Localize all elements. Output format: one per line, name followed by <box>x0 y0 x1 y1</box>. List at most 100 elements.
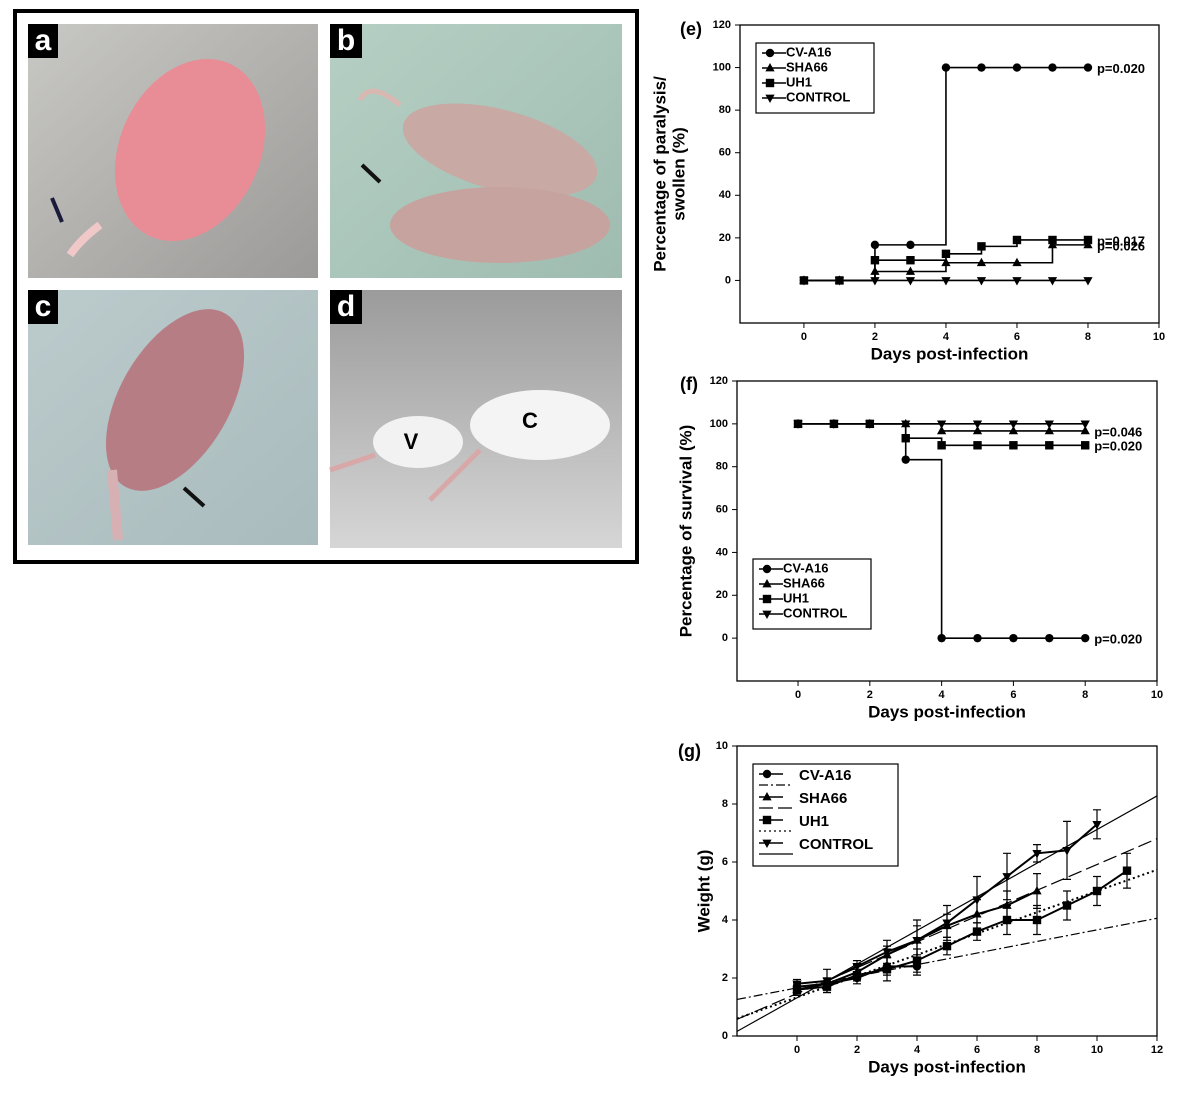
marker <box>799 277 809 286</box>
marker <box>936 425 947 435</box>
p-value-label: p=0.020 <box>1094 439 1142 454</box>
photo-b: b <box>330 24 622 278</box>
plot-frame <box>739 24 1160 324</box>
legend-label: SHA66 <box>783 575 825 590</box>
x-tick-label: 6 <box>1014 331 1020 343</box>
x-tick-label: 2 <box>872 331 878 343</box>
marker <box>1083 277 1093 286</box>
step-line <box>803 239 1088 282</box>
marker <box>905 277 916 286</box>
chart: (g) 0 2 4 6 8 10 12 0 2 4 6 8 10 Days post-infection We… <box>678 740 1163 1077</box>
y-axis-label: Percentage of survival (%) <box>676 425 695 638</box>
legend-label: UH1 <box>786 74 812 89</box>
plot-frame <box>736 380 1158 682</box>
legend-marker <box>762 791 772 801</box>
legend-marker <box>762 610 772 620</box>
panel-label: (f) <box>680 374 698 394</box>
marker <box>972 927 982 936</box>
y-tick-label: 120 <box>713 19 731 31</box>
y-tick-label: 80 <box>719 104 731 116</box>
p-value-label: p=0.026 <box>1097 238 1145 253</box>
marker <box>936 420 947 429</box>
legend-label: UH1 <box>799 813 829 830</box>
data-line <box>796 869 1128 991</box>
x-tick-label: 0 <box>794 1044 800 1056</box>
marker <box>1122 866 1132 875</box>
y-tick-label: 0 <box>722 1030 728 1042</box>
marker <box>977 63 986 72</box>
marker <box>1012 257 1022 267</box>
marker <box>906 256 915 265</box>
x-tick-label: 10 <box>1153 331 1165 343</box>
marker <box>941 249 951 259</box>
legend-marker <box>765 94 775 104</box>
marker <box>1045 633 1054 643</box>
marker <box>792 980 802 989</box>
panel-label: c <box>35 290 52 323</box>
marker <box>1002 873 1012 882</box>
legend-marker <box>762 578 772 588</box>
y-tick-label: 8 <box>722 798 728 810</box>
y-tick-label: 100 <box>713 61 731 73</box>
marker <box>972 420 983 429</box>
x-axis-label: Days post-infection <box>871 344 1029 363</box>
x-tick-label: 4 <box>939 689 946 701</box>
marker <box>901 434 910 443</box>
x-tick-label: 8 <box>1034 1044 1040 1056</box>
plot-frame <box>736 745 1158 1037</box>
panel-label: b <box>337 24 355 57</box>
marker <box>1012 235 1022 245</box>
marker <box>1081 633 1090 643</box>
marker <box>941 63 951 72</box>
y-axis-label: Weight (g) <box>694 850 713 933</box>
y-tick-label: 60 <box>716 503 728 515</box>
marker <box>977 242 986 251</box>
marker <box>905 266 916 275</box>
x-tick-label: 6 <box>974 1044 980 1056</box>
marker <box>937 441 946 450</box>
y-tick-label: 0 <box>725 274 731 286</box>
legend-label: CV-A16 <box>799 767 852 784</box>
marker <box>912 936 922 946</box>
y-tick-label: 60 <box>719 147 731 159</box>
marker <box>1092 886 1102 896</box>
x-tick-label: 8 <box>1085 331 1091 343</box>
legend-label: UH1 <box>783 590 809 605</box>
marker <box>1083 235 1093 245</box>
x-axis-label: Days post-infection <box>868 1057 1026 1076</box>
marker <box>1081 441 1090 450</box>
p-value-label: p=0.046 <box>1094 424 1142 439</box>
marker <box>829 420 839 429</box>
legend-marker <box>762 839 772 849</box>
marker <box>1009 441 1018 450</box>
marker <box>1032 885 1042 895</box>
legend-box <box>752 763 899 867</box>
y-tick-label: 80 <box>716 461 728 473</box>
x-tick-label: 12 <box>1151 1044 1163 1056</box>
photo-annotation: V <box>404 429 419 454</box>
y-tick-label: 120 <box>710 375 728 387</box>
x-tick-label: 10 <box>1151 689 1163 701</box>
y-axis-label: swollen (%) <box>669 127 688 221</box>
legend-label: CONTROL <box>799 836 873 853</box>
legend-label: CONTROL <box>783 605 847 620</box>
marker <box>822 977 832 986</box>
x-axis-label: Days post-infection <box>868 702 1026 721</box>
legend-box <box>752 558 872 630</box>
marker <box>834 277 845 286</box>
marker <box>1012 63 1022 72</box>
marker <box>1044 420 1054 429</box>
x-tick-label: 0 <box>801 331 807 343</box>
marker <box>865 420 875 429</box>
marker <box>870 277 880 286</box>
marker <box>1032 849 1042 859</box>
trend-line <box>737 868 1157 1020</box>
legend-label: CV-A16 <box>786 44 832 59</box>
marker <box>1044 425 1054 435</box>
y-tick-label: 10 <box>716 740 728 752</box>
marker <box>973 633 982 643</box>
marker <box>942 919 952 928</box>
marker <box>1002 900 1012 909</box>
